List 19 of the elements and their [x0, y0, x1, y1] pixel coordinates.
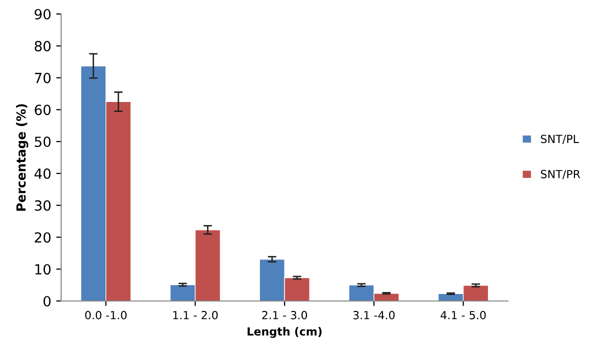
x-axis-title: Length (cm) — [248, 327, 322, 338]
x-tick-label: 1.1 - 2.0 — [173, 310, 218, 320]
legend-label: SNT/PL — [540, 134, 579, 144]
y-tick-label: 40 — [34, 168, 51, 179]
y-tick-label: 10 — [35, 264, 51, 275]
y-axis-title: Percentage (%) — [16, 104, 28, 211]
x-tick-label: 0.0 -1.0 — [85, 310, 127, 320]
y-tick-label: 70 — [34, 72, 51, 84]
x-tick-label: 3.1 -4.0 — [353, 310, 395, 320]
y-tick-label: 60 — [34, 104, 51, 116]
y-tick-label: 50 — [34, 136, 51, 148]
y-tick-label: 80 — [34, 40, 51, 52]
y-tick-label: 90 — [34, 8, 51, 20]
legend-label: SNT/PR — [540, 170, 580, 180]
x-tick-label: 4.1 - 5.0 — [440, 310, 486, 320]
y-tick-label: 20 — [34, 232, 51, 243]
y-tick-label: 0 — [44, 296, 51, 306]
y-tick-label: 30 — [34, 200, 51, 211]
x-tick-label: 2.1 - 3.0 — [262, 310, 308, 320]
